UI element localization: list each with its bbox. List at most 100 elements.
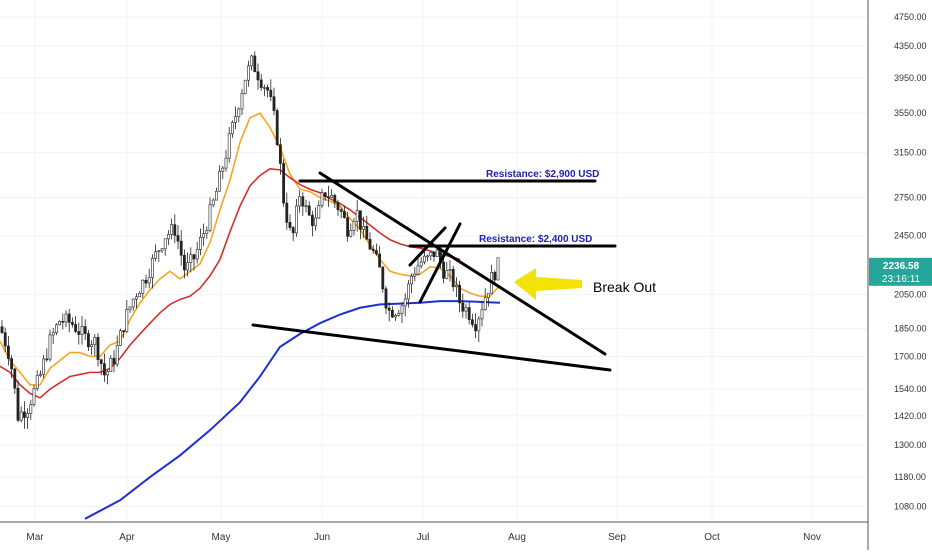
- candle-down: [16, 387, 20, 421]
- candle-down: [342, 211, 346, 218]
- candle-up: [147, 277, 151, 284]
- candle-up: [64, 313, 68, 323]
- last-price-tag: [869, 257, 932, 286]
- candle-up: [429, 251, 433, 257]
- candle-up: [93, 336, 97, 346]
- candle-down: [381, 266, 385, 290]
- candle-up: [167, 234, 170, 240]
- candle-down: [253, 55, 257, 73]
- y-tick-label: 2450.00: [894, 231, 927, 241]
- candle-down: [442, 261, 446, 279]
- candle-up: [480, 309, 484, 320]
- resistance-2400-label: Resistance: $2,400 USD: [479, 234, 592, 245]
- candle-down: [83, 326, 87, 334]
- candle-down: [358, 210, 362, 230]
- candle-down: [7, 345, 10, 359]
- candle-up: [29, 404, 33, 414]
- candle-down: [192, 254, 196, 260]
- candle-up: [160, 248, 164, 252]
- candle-up: [355, 210, 359, 222]
- candle-up: [349, 230, 353, 237]
- candle-down: [45, 358, 49, 361]
- ema-line-ema_slow: [84, 300, 501, 520]
- candle-up: [195, 249, 199, 260]
- candle-up: [51, 332, 55, 336]
- candle-up: [154, 251, 158, 259]
- candle-down: [365, 225, 369, 240]
- candle-up: [448, 269, 452, 271]
- candle-up: [416, 265, 420, 275]
- candle-down: [74, 324, 78, 332]
- candle-down: [374, 250, 378, 255]
- candle-down: [67, 313, 71, 323]
- y-tick-label: 3950.00: [894, 73, 927, 83]
- candle-up: [240, 93, 244, 110]
- candle-down: [371, 248, 375, 251]
- candle-up: [410, 275, 414, 285]
- candle-down: [10, 358, 14, 370]
- candle-down: [368, 238, 372, 250]
- y-tick-label: 4750.00: [894, 12, 927, 22]
- resistance-2900-label: Resistance: $2,900 USD: [486, 169, 599, 180]
- candle-up: [400, 305, 404, 314]
- candle-down: [3, 332, 7, 347]
- candle-down: [275, 110, 279, 145]
- y-tick-label: 1700.00: [894, 351, 927, 361]
- candle-up: [170, 224, 174, 235]
- candle-up: [115, 345, 119, 365]
- candle-up: [90, 344, 94, 348]
- candle-down: [461, 302, 465, 312]
- candle-up: [304, 205, 308, 208]
- candle-down: [474, 324, 478, 332]
- candle-down: [87, 333, 90, 348]
- candle-up: [131, 298, 135, 308]
- candle-up: [109, 357, 113, 372]
- candle-up: [189, 254, 193, 263]
- candle-down: [323, 192, 327, 198]
- candle-down: [96, 336, 100, 360]
- candle-down: [22, 411, 26, 418]
- candle-up: [362, 225, 366, 230]
- candle-up: [211, 199, 215, 206]
- candle-up: [406, 283, 410, 300]
- candle-down: [179, 240, 183, 256]
- candle-down: [387, 307, 391, 311]
- trendline: [408, 226, 447, 267]
- candle-up: [477, 318, 481, 332]
- candle-down: [269, 89, 273, 98]
- candle-up: [138, 293, 142, 298]
- candle-up: [19, 411, 23, 421]
- candle-down: [493, 272, 497, 281]
- candle-down: [183, 254, 186, 271]
- candle-up: [243, 79, 247, 94]
- candle-down: [451, 269, 455, 288]
- candle-down: [384, 288, 388, 309]
- y-tick-label: 3150.00: [894, 148, 927, 158]
- last-price-label: 2236.58: [883, 261, 920, 272]
- candle-down: [112, 357, 116, 365]
- candle-up: [157, 250, 161, 253]
- candle-up: [42, 358, 46, 375]
- candle-up: [330, 195, 334, 198]
- candle-up: [486, 292, 490, 299]
- candle-up: [227, 133, 231, 159]
- candle-down: [173, 224, 177, 236]
- candle-up: [208, 204, 212, 231]
- candle-up: [464, 307, 468, 312]
- candle-up: [202, 233, 206, 238]
- candle-up: [435, 249, 439, 257]
- candle-down: [346, 217, 350, 237]
- candle-up: [262, 87, 266, 89]
- x-tick-label: Jul: [417, 532, 430, 543]
- candle-up: [422, 255, 426, 263]
- candle-up: [215, 190, 218, 201]
- candle-up: [32, 388, 36, 405]
- candle-down: [291, 227, 295, 234]
- candle-down: [458, 284, 462, 304]
- candle-up: [445, 270, 449, 279]
- candle-up: [454, 284, 458, 288]
- candle-up: [205, 230, 209, 234]
- candle-up: [247, 65, 250, 81]
- candle-down: [288, 222, 292, 228]
